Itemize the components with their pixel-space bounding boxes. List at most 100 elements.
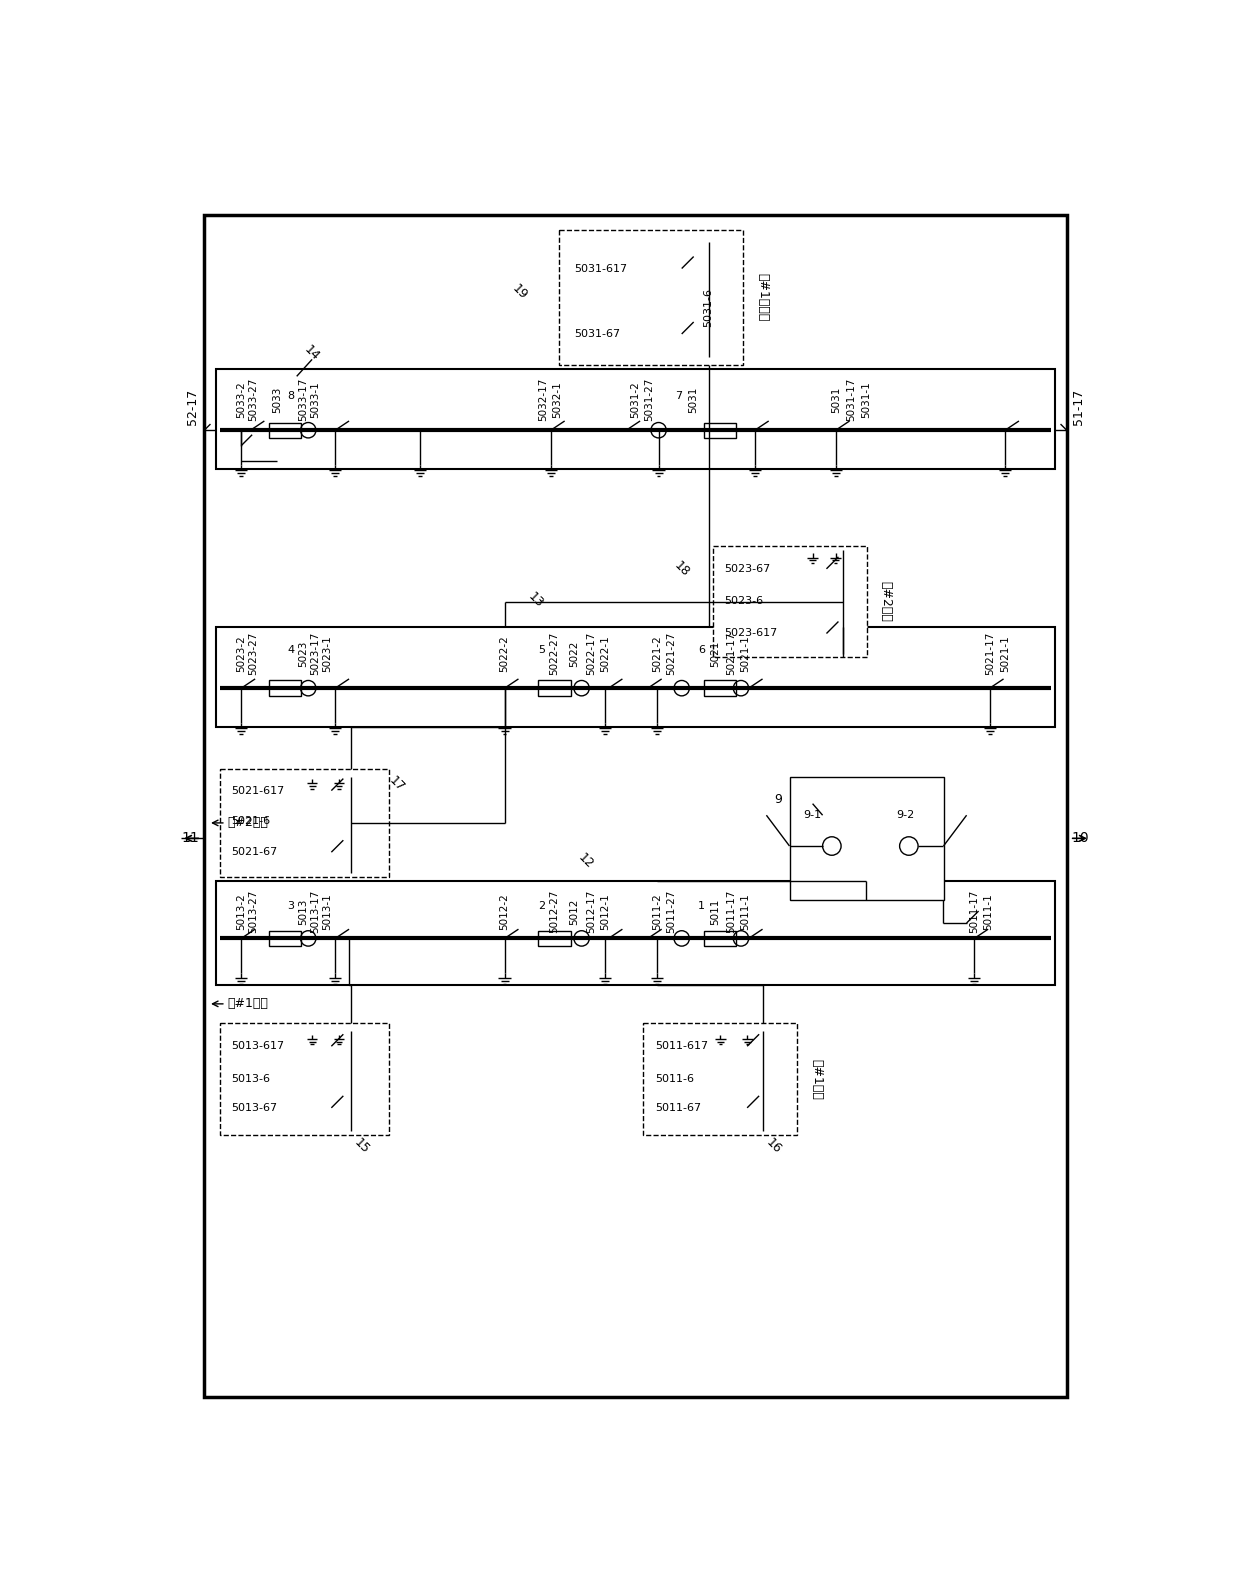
Text: 3: 3 [286,902,294,911]
Text: 5033-1: 5033-1 [310,381,320,418]
Text: 10: 10 [1071,832,1090,846]
Text: 2: 2 [538,902,546,911]
Text: 5013-617: 5013-617 [231,1041,284,1052]
Bar [704,680,737,696]
Text: 19: 19 [510,281,531,302]
Text: 5011-1: 5011-1 [983,894,993,930]
Text: 5031-27: 5031-27 [645,378,655,421]
Bar [538,930,570,946]
Text: 5012-27: 5012-27 [549,891,559,934]
Bar [538,680,570,696]
Text: 5012-1: 5012-1 [600,894,610,930]
Text: 51-17: 51-17 [1071,389,1085,425]
Text: 5021-1: 5021-1 [740,635,750,672]
Bar [713,546,867,658]
Bar [558,230,743,365]
Text: 9-2: 9-2 [895,811,914,820]
Bar [644,1023,797,1135]
Bar [216,881,1055,985]
Text: 5011-6: 5011-6 [655,1074,693,1084]
Bar [704,930,737,946]
Text: 5031-617: 5031-617 [574,263,627,273]
Bar [269,423,301,437]
Text: 4: 4 [286,645,294,654]
Text: 5021-67: 5021-67 [231,847,278,857]
Text: 9: 9 [774,793,782,806]
Text: 5023-1: 5023-1 [322,635,332,672]
Bar [790,777,944,900]
Text: 5012-2: 5012-2 [500,894,510,930]
Text: 5013-6: 5013-6 [231,1074,270,1084]
Text: 5022-17: 5022-17 [585,632,596,675]
Text: 5013-2: 5013-2 [237,894,247,930]
Text: 5023-6: 5023-6 [724,597,763,606]
Text: 5023: 5023 [298,640,308,667]
Text: 5033-27: 5033-27 [248,378,259,421]
Text: 7: 7 [675,391,682,401]
Text: 5011-27: 5011-27 [666,891,676,934]
Text: 5011-617: 5011-617 [655,1041,708,1052]
Text: 5031: 5031 [831,386,841,413]
Text: 5021-17: 5021-17 [985,632,994,675]
Text: 5021: 5021 [711,640,720,667]
Text: 5011-1: 5011-1 [740,894,750,930]
Text: 5022-27: 5022-27 [549,632,559,675]
Text: 5021-1: 5021-1 [1001,635,1011,672]
Text: 1: 1 [698,902,706,911]
Text: 5031-17: 5031-17 [846,378,856,421]
Text: 5011-2: 5011-2 [652,894,662,930]
Text: 5: 5 [538,645,546,654]
Text: 18: 18 [672,559,692,579]
Text: 12: 12 [575,851,595,871]
Text: 5011-17: 5011-17 [970,891,980,934]
Text: 5011: 5011 [711,899,720,924]
Text: 9-1: 9-1 [804,811,822,820]
Text: 5013: 5013 [298,899,308,924]
Text: 5031-6: 5031-6 [703,287,714,327]
Text: 5013-27: 5013-27 [248,891,259,934]
Bar [269,930,301,946]
Bar [216,369,1055,469]
Text: 5022: 5022 [569,640,579,667]
Text: 6: 6 [698,645,706,654]
Text: 5023-617: 5023-617 [724,629,777,638]
Text: 5031-67: 5031-67 [574,329,620,338]
Text: 5012: 5012 [569,899,579,924]
Text: 5033-17: 5033-17 [298,378,308,421]
Text: 至#2出线: 至#2出线 [227,817,268,830]
Text: 16: 16 [764,1136,784,1157]
Text: 5021-617: 5021-617 [231,785,284,795]
Text: 5021-6: 5021-6 [231,817,270,827]
Bar [704,423,737,437]
Text: 52-17: 52-17 [186,389,200,425]
Text: 5031: 5031 [688,386,698,413]
Bar [219,1023,389,1135]
Text: 至#1出线: 至#1出线 [227,998,268,1010]
Text: 11: 11 [181,832,200,846]
Text: 至#2进线: 至#2进线 [879,581,893,622]
Text: 5031-1: 5031-1 [862,381,872,418]
Bar [269,680,301,696]
Text: 5011-17: 5011-17 [725,891,737,934]
Bar [216,627,1055,726]
Text: 5011-67: 5011-67 [655,1103,701,1112]
Text: 5021-2: 5021-2 [652,635,662,672]
Text: 5022-2: 5022-2 [500,635,510,672]
Text: 5033-2: 5033-2 [237,381,247,418]
Text: 5032-1: 5032-1 [552,381,562,418]
Text: 5013-67: 5013-67 [231,1103,278,1112]
Bar [219,769,389,876]
Text: 5012-17: 5012-17 [585,891,596,934]
Text: 8: 8 [286,391,294,401]
Text: 17: 17 [387,774,407,795]
Text: 5013-1: 5013-1 [322,894,332,930]
Text: 5023-67: 5023-67 [724,563,770,575]
Text: 至#1进线: 至#1进线 [810,1058,823,1100]
Text: 5021-17: 5021-17 [725,632,737,675]
Text: 5022-1: 5022-1 [600,635,610,672]
Text: 14: 14 [301,343,322,364]
Text: 5033: 5033 [273,386,283,413]
Text: 5021-27: 5021-27 [666,632,676,675]
Text: 13: 13 [526,589,546,610]
Text: 至#1联络变: 至#1联络变 [756,273,769,321]
